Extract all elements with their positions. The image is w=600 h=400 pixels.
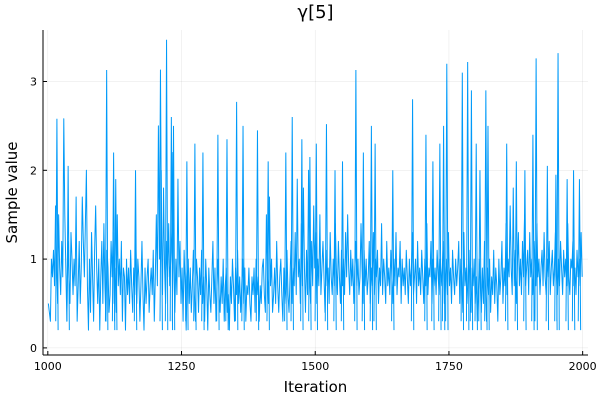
series-spike: [241, 125, 245, 331]
x-tick-label: 1000: [34, 360, 62, 373]
series-spike: [438, 143, 442, 331]
y-tick-label: 2: [30, 164, 37, 177]
x-tick-label: 1500: [301, 360, 329, 373]
series-spike: [201, 152, 205, 331]
series-spike: [484, 90, 488, 331]
series-spike: [340, 161, 345, 331]
series-spike: [577, 179, 582, 331]
y-tick-label: 0: [30, 342, 37, 355]
series-spike: [424, 134, 428, 331]
series-spike: [308, 156, 312, 331]
y-tick-label: 3: [30, 76, 37, 89]
series-spike: [133, 170, 138, 331]
series-spike: [284, 152, 288, 331]
series-spike: [460, 72, 465, 331]
series-spike: [369, 125, 374, 331]
series-spike: [171, 125, 176, 331]
series-spike: [290, 117, 294, 331]
series-spike: [571, 170, 576, 331]
series-spike: [234, 101, 239, 331]
series-spike: [66, 165, 70, 331]
series-spike: [216, 134, 220, 331]
ticks: 1000 1250 1500 1750 2000 0 1 2 3: [30, 76, 597, 373]
series-spike: [333, 170, 337, 331]
series-spike: [373, 143, 377, 331]
series-spike: [565, 179, 569, 331]
series-spike: [531, 134, 535, 331]
series-spike: [431, 161, 435, 331]
series-spike: [225, 139, 229, 331]
series-spike: [556, 53, 560, 331]
series-spike: [410, 99, 415, 331]
x-axis-title: Iteration: [284, 378, 348, 396]
series-spike: [505, 143, 509, 331]
x-tick-label: 1750: [435, 360, 463, 373]
series-spike: [104, 69, 109, 331]
series-spike: [193, 143, 197, 331]
series-spike: [545, 165, 550, 331]
series-spike: [465, 61, 470, 331]
series-spike: [159, 170, 163, 331]
series-spike: [111, 152, 116, 331]
series-spike: [169, 117, 174, 331]
series-spike: [55, 118, 59, 331]
series-spike: [523, 170, 527, 331]
series-spike: [469, 90, 474, 331]
series-spike: [354, 69, 358, 331]
chart-title: γ[5]: [297, 2, 333, 23]
y-axis-title: Sample value: [3, 142, 21, 244]
series-spike: [361, 152, 366, 331]
series-spike: [445, 63, 449, 331]
series-spike: [314, 143, 318, 331]
series-spike: [300, 139, 304, 331]
series-spike: [486, 125, 490, 331]
x-tick-label: 2000: [569, 360, 597, 373]
series-spike: [534, 58, 538, 331]
series-spike: [441, 125, 446, 331]
series-spike: [391, 170, 395, 331]
series-spike: [185, 161, 189, 331]
series-layer: [47, 39, 583, 331]
series-spike: [324, 124, 329, 331]
series-spike: [255, 130, 260, 331]
series-spike: [474, 143, 478, 331]
series-spike: [514, 161, 519, 331]
series-spike: [114, 179, 118, 331]
x-tick-label: 1250: [168, 360, 196, 373]
series-spike: [478, 170, 482, 331]
series-spike: [164, 39, 169, 331]
y-tick-label: 1: [30, 253, 37, 266]
series-spike: [266, 161, 270, 331]
